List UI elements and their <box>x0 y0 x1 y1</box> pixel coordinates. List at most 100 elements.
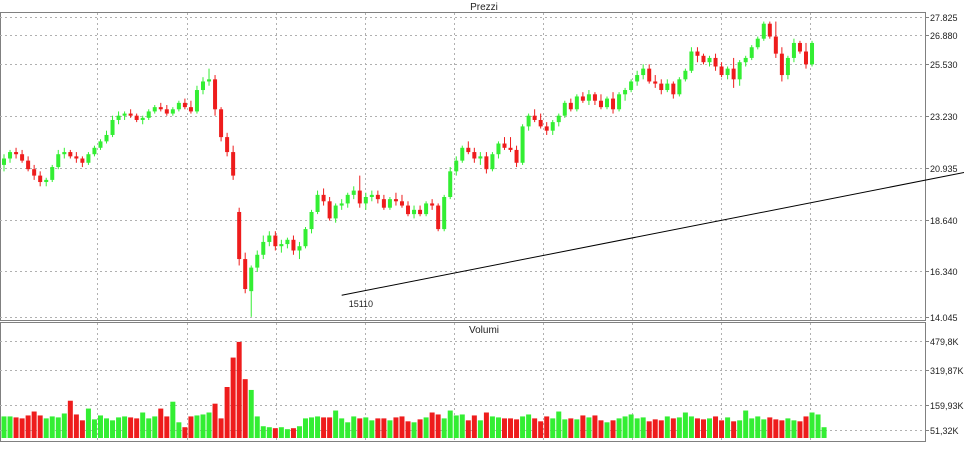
candle <box>647 64 652 84</box>
price-tick-label: 23.230 <box>930 112 958 122</box>
candle <box>128 109 133 118</box>
volume-bar <box>224 387 230 438</box>
candle <box>791 38 796 63</box>
candle <box>635 70 640 86</box>
candle <box>707 55 712 67</box>
candle-body <box>755 38 760 48</box>
candle <box>659 79 664 95</box>
candle-body <box>707 57 712 63</box>
volume-bar <box>37 415 43 438</box>
volume-bar <box>634 418 640 438</box>
candle <box>418 205 423 217</box>
candle <box>170 107 175 116</box>
candle <box>466 141 471 155</box>
candle-body <box>538 119 543 127</box>
candle-body <box>182 102 187 108</box>
candle <box>653 75 658 88</box>
candle-body <box>140 117 145 120</box>
candle <box>550 119 555 135</box>
candle-body <box>56 154 61 168</box>
candle-body <box>170 109 175 114</box>
candle <box>689 47 694 73</box>
candle-body <box>454 160 459 172</box>
volume-bar <box>694 418 700 438</box>
candle-body <box>213 79 218 110</box>
volume-bar <box>670 418 676 438</box>
candle-body <box>556 115 561 123</box>
candle <box>261 235 266 260</box>
volume-bar <box>429 412 435 438</box>
candle <box>86 152 91 165</box>
volume-bar <box>218 418 224 438</box>
volume-bar <box>327 417 333 438</box>
candle <box>580 92 585 103</box>
candle-body <box>219 109 224 138</box>
candle <box>665 79 670 93</box>
candle-body <box>285 239 290 245</box>
candle-body <box>761 23 766 39</box>
candle-body <box>472 152 477 159</box>
volume-bar <box>61 413 67 438</box>
volume-bar <box>393 417 399 438</box>
candle-body <box>803 51 808 65</box>
candle-body <box>291 239 296 251</box>
candle <box>351 186 356 200</box>
candle <box>363 192 368 210</box>
volume-bar <box>152 416 158 438</box>
candle-body <box>255 254 260 268</box>
candle-body <box>647 68 652 82</box>
volume-bar <box>592 415 598 438</box>
volume-tick-label: 51,32K <box>930 426 959 436</box>
volume-bar <box>405 421 411 438</box>
candle-body <box>779 53 784 76</box>
candle <box>375 190 380 204</box>
volume-bar <box>791 420 797 438</box>
volume-bar <box>399 416 405 438</box>
volume-bar <box>556 411 562 438</box>
candle-body <box>767 23 772 37</box>
price-tick-label: 16.340 <box>930 267 958 277</box>
candle-body <box>478 156 483 159</box>
volume-bar <box>658 420 664 438</box>
candle <box>767 21 772 39</box>
volume-bar <box>176 422 182 438</box>
candle-body <box>508 147 513 150</box>
candle <box>731 57 736 88</box>
volume-bar <box>309 417 315 438</box>
candle-body <box>701 55 706 63</box>
candle <box>176 100 181 112</box>
volume-bar <box>79 420 85 438</box>
candle-body <box>297 246 302 251</box>
volume-panel: Volumi 479,8K 319,87K 159,93K 51,32K <box>0 322 964 442</box>
candle <box>725 66 730 80</box>
volume-bar <box>381 418 387 438</box>
volume-bar <box>719 420 725 438</box>
candle <box>321 188 326 206</box>
candle-body <box>466 147 471 153</box>
volume-bar <box>13 417 19 438</box>
candle-body <box>273 235 278 247</box>
candle-body <box>424 203 429 215</box>
candle <box>683 68 688 82</box>
volume-bar <box>550 418 556 438</box>
candle <box>255 250 260 272</box>
volume-bar <box>779 420 785 438</box>
volume-bar <box>140 412 146 438</box>
volume-bar <box>447 410 453 438</box>
candle <box>544 122 549 135</box>
candle-body <box>122 113 127 116</box>
candle-body <box>689 51 694 71</box>
candle-body <box>8 152 13 159</box>
candle-body <box>267 235 272 242</box>
volume-bar <box>296 426 302 438</box>
price-tick-label: 14.045 <box>930 313 958 323</box>
volume-bar <box>761 419 767 438</box>
volume-bar <box>508 418 514 438</box>
candle <box>749 45 754 61</box>
candle <box>496 141 501 159</box>
candle-body <box>98 141 103 148</box>
volume-bar <box>122 416 128 438</box>
candle-body <box>176 102 181 110</box>
volume-bar <box>773 419 779 438</box>
